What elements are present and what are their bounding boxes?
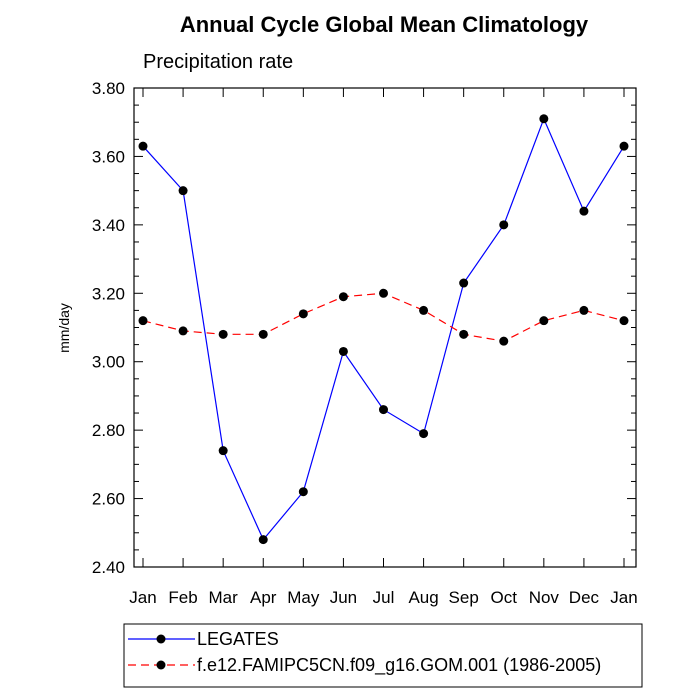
y-tick-label: 3.80 <box>92 79 125 98</box>
plot-area: 2.40 2.60 2.80 3.00 3.20 3.40 3.60 3.80 Jan Feb Ma… <box>92 79 638 607</box>
y-tick-label: 3.40 <box>92 216 125 235</box>
series-2-point <box>338 292 348 302</box>
x-tick-label: Oct <box>491 588 518 607</box>
x-tick-label: Sep <box>449 588 479 607</box>
chart-title: Annual Cycle Global Mean Climatology <box>180 12 589 37</box>
x-tick-label: Jan <box>610 588 637 607</box>
chart-subtitle: Precipitation rate <box>143 51 293 73</box>
series-1-point <box>579 206 589 216</box>
plot-frame <box>133 87 637 568</box>
series-2-point <box>539 316 549 326</box>
y-tick-label: 2.40 <box>92 558 125 577</box>
series-1-point <box>218 446 228 456</box>
legend-label-2: f.e12.FAMIPC5CN.f09_g16.GOM.001 (1986-20… <box>197 655 601 676</box>
x-tick-label: Feb <box>168 588 197 607</box>
x-tick-label: Jul <box>373 588 395 607</box>
x-tick-label: May <box>287 588 320 607</box>
series-2-point <box>579 305 589 315</box>
legend-marker-1 <box>156 634 166 644</box>
series-1-point <box>499 220 509 230</box>
series-2-point <box>619 316 629 326</box>
series-2-point <box>459 329 469 339</box>
y-tick-label: 3.20 <box>92 284 125 303</box>
x-tick-label: Mar <box>209 588 239 607</box>
series-2-point <box>499 336 509 346</box>
y-tick-label: 2.80 <box>92 421 125 440</box>
series-2-point <box>178 326 188 336</box>
series-1-point <box>379 405 388 415</box>
series-2-point <box>258 329 268 339</box>
y-tick-label: 3.00 <box>92 353 125 372</box>
series-1-point <box>138 141 148 151</box>
series-1-point <box>258 535 268 545</box>
series-2-point <box>379 288 388 298</box>
series-1-point <box>298 487 308 497</box>
series-1-point <box>338 346 348 356</box>
y-axis-label: mm/day <box>56 303 72 353</box>
x-tick-label: Jan <box>129 588 156 607</box>
series-1-point <box>178 186 188 196</box>
x-tick-label: Aug <box>408 588 438 607</box>
x-tick-label: Jun <box>330 588 357 607</box>
series-line-1 <box>142 117 625 541</box>
series-line-2 <box>142 292 625 342</box>
y-tick-label: 3.60 <box>92 147 125 166</box>
legend-marker-2 <box>156 660 166 670</box>
series-2-point <box>419 305 429 315</box>
series-1-point <box>459 278 469 288</box>
series-1-point <box>419 429 429 439</box>
series-2-point <box>218 329 228 339</box>
series-1-point <box>619 141 629 151</box>
x-tick-label: Apr <box>250 588 277 607</box>
y-tick-label: 2.60 <box>92 490 125 509</box>
legend: LEGATES f.e12.FAMIPC5CN.f09_g16.GOM.001 (… <box>123 623 643 688</box>
x-tick-label: Dec <box>569 588 600 607</box>
x-tick-label: Nov <box>529 588 560 607</box>
legend-box <box>123 623 643 688</box>
series-1-point <box>539 114 549 124</box>
series-2-point <box>138 316 148 326</box>
series-2-point <box>298 309 308 319</box>
legend-label-1: LEGATES <box>197 629 279 649</box>
